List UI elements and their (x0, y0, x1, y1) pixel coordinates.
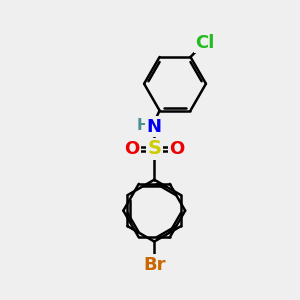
Text: O: O (124, 140, 139, 158)
Text: H: H (137, 118, 149, 133)
Text: S: S (147, 139, 161, 158)
Text: Br: Br (143, 256, 166, 274)
Text: Cl: Cl (196, 34, 215, 52)
Text: N: N (147, 118, 162, 136)
Text: O: O (169, 140, 184, 158)
